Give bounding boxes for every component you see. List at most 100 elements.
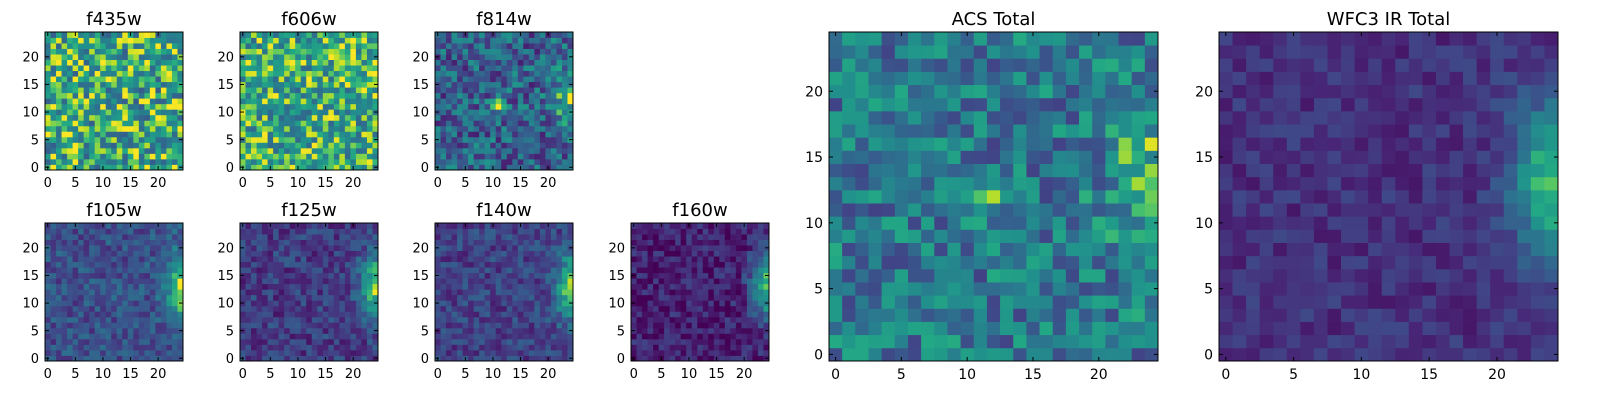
y-tick-label: 15 <box>608 269 625 284</box>
heatmap-cell <box>177 223 184 229</box>
heatmap-cell <box>177 153 184 160</box>
heatmap-cell <box>691 234 698 240</box>
heatmap-cell <box>539 338 546 345</box>
heatmap-cell <box>512 223 519 229</box>
heatmap-cell <box>539 125 546 132</box>
heatmap-cell <box>171 98 178 105</box>
heatmap-cell <box>344 311 351 318</box>
heatmap-cell <box>289 338 296 345</box>
heatmap-cell <box>339 92 346 99</box>
heatmap-cell <box>457 59 463 66</box>
heatmap-cell <box>534 164 541 171</box>
heatmap-cell <box>545 147 552 154</box>
heatmap-cell <box>372 223 379 229</box>
heatmap-cell <box>741 333 748 340</box>
heatmap-cell <box>111 114 118 121</box>
heatmap-cell <box>322 267 329 274</box>
heatmap-cell <box>78 114 85 121</box>
heatmap-cell <box>534 349 541 356</box>
heatmap-cell <box>440 294 447 301</box>
heatmap-cell <box>289 267 296 274</box>
heatmap-cell <box>361 59 368 66</box>
heatmap-cell <box>451 48 458 55</box>
heatmap-cell <box>245 228 252 235</box>
heatmap-cell <box>111 131 118 138</box>
heatmap-cell <box>94 316 101 323</box>
heatmap-cell <box>746 245 753 251</box>
heatmap-cell <box>322 278 329 285</box>
heatmap-cell <box>149 37 156 44</box>
heatmap-cell <box>61 103 68 110</box>
heatmap-cell <box>144 267 151 274</box>
x-tick-label: 15 <box>122 176 139 191</box>
heatmap-cell <box>56 234 62 240</box>
heatmap-cell <box>473 147 480 154</box>
heatmap-cell <box>451 92 458 99</box>
heatmap-cell <box>328 278 335 285</box>
heatmap-cell <box>1079 334 1093 349</box>
heatmap-cell <box>355 65 362 72</box>
heatmap-cell <box>495 333 502 340</box>
heatmap-cell <box>697 300 704 307</box>
heatmap-cell <box>306 114 313 121</box>
heatmap-cell <box>702 305 709 312</box>
heatmap-cell <box>355 109 362 116</box>
heatmap-cell <box>127 92 134 99</box>
heatmap-cell <box>160 48 167 55</box>
heatmap-cell <box>306 333 313 340</box>
heatmap-cell <box>94 272 101 279</box>
heatmap-cell <box>127 131 134 138</box>
x-tick-label: 10 <box>290 367 307 382</box>
heatmap-cell <box>100 322 107 329</box>
heatmap-cell <box>697 333 704 340</box>
y-tick-label: 0 <box>226 352 234 367</box>
heatmap-cell <box>366 355 373 362</box>
heatmap-cell <box>686 278 693 285</box>
heatmap-cell <box>322 234 329 240</box>
heatmap-cell <box>512 158 519 165</box>
heatmap-cell <box>111 344 118 351</box>
heatmap-cell <box>311 76 318 83</box>
heatmap-cell <box>149 355 156 362</box>
heatmap-cell <box>528 333 535 340</box>
heatmap-cell <box>960 176 975 191</box>
heatmap-cell <box>78 316 85 323</box>
heatmap-cell <box>490 37 497 44</box>
heatmap-cell <box>528 114 535 121</box>
heatmap-cell <box>83 54 90 60</box>
heatmap-cell <box>523 131 530 138</box>
heatmap-cell <box>67 125 73 132</box>
heatmap-cell <box>517 81 524 88</box>
heatmap-cell <box>149 316 156 323</box>
heatmap-cell <box>512 349 519 356</box>
heatmap-cell <box>67 32 73 38</box>
heatmap-cell <box>289 70 296 77</box>
heatmap-cell <box>138 70 145 77</box>
heatmap-cell <box>166 305 173 312</box>
y-tick-label: 5 <box>31 324 39 339</box>
heatmap-cell <box>245 153 252 160</box>
heatmap-cell <box>451 256 458 263</box>
heatmap-cell <box>675 272 682 279</box>
heatmap-cell <box>111 289 118 296</box>
heatmap-cell <box>855 203 869 217</box>
heatmap-cell <box>653 349 659 356</box>
heatmap-cell <box>300 59 307 66</box>
y-tick-label: 0 <box>617 352 625 367</box>
heatmap-cell <box>289 131 296 138</box>
heatmap-cell <box>50 81 57 88</box>
heatmap-cell <box>240 147 246 154</box>
heatmap-cell <box>355 322 362 329</box>
heatmap-cell <box>490 131 497 138</box>
heatmap-cell <box>149 349 156 356</box>
heatmap-cell <box>155 131 162 138</box>
heatmap-cell <box>735 250 742 257</box>
heatmap-cell <box>295 48 302 55</box>
heatmap-cell <box>457 300 463 307</box>
heatmap-cell <box>495 223 502 229</box>
heatmap-cell <box>284 234 291 240</box>
heatmap-cell <box>528 316 535 323</box>
heatmap-cell <box>72 136 79 143</box>
heatmap-cell <box>506 355 513 362</box>
heatmap-cell <box>256 283 263 290</box>
